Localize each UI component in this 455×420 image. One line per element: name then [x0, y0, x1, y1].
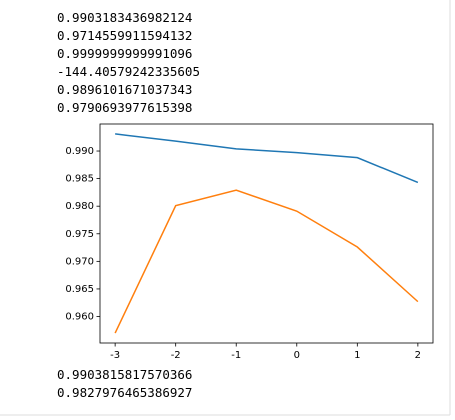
- plot-frame: [99, 123, 434, 344]
- y-tick-label: 0.985: [65, 174, 94, 185]
- x-tick-label: -2: [171, 350, 181, 361]
- y-tick-label: 0.965: [65, 284, 94, 295]
- x-tick-label: 0: [294, 350, 300, 361]
- output-line: 0.9714559911594132: [57, 28, 193, 43]
- y-tick-label: 0.990: [65, 146, 94, 157]
- output-line: 0.9999999999991096: [57, 46, 193, 61]
- x-tick-label: -3: [110, 350, 120, 361]
- y-tick-label: 0.960: [65, 312, 94, 323]
- line-series: [115, 133, 419, 184]
- output-line: 0.9790693977615398: [57, 100, 193, 115]
- y-tick-label: 0.970: [65, 256, 94, 267]
- output-line: 0.9903815817570366: [57, 367, 193, 382]
- x-tick-label: 1: [354, 350, 360, 361]
- output-line: 0.9903183436982124: [57, 10, 193, 25]
- line-series: [114, 189, 419, 334]
- x-tick-label: -1: [231, 350, 241, 361]
- x-tick-label: 2: [415, 350, 421, 361]
- y-tick-label: 0.980: [65, 201, 94, 212]
- output-line: -144.40579242335605: [57, 64, 200, 79]
- output-line: 0.9827976465386927: [57, 385, 193, 400]
- y-tick-label: 0.975: [65, 229, 94, 240]
- output-line: 0.9896101671037343: [57, 82, 193, 97]
